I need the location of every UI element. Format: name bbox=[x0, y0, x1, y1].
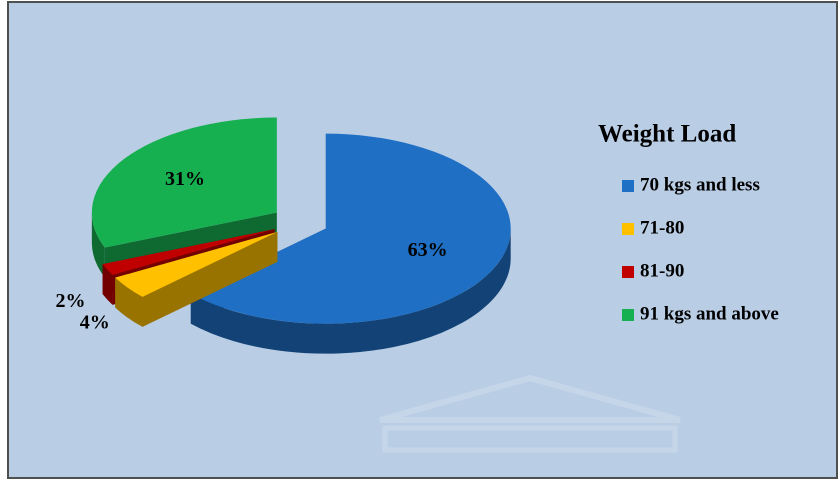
legend-swatch bbox=[622, 266, 634, 278]
legend-label: 71-80 bbox=[640, 217, 684, 238]
slice-outer-wall bbox=[91, 212, 105, 278]
legend-label: 70 kgs and less bbox=[640, 174, 760, 195]
legend-swatch bbox=[622, 180, 634, 192]
data-label: 31% bbox=[165, 168, 205, 190]
pie-slice bbox=[102, 229, 275, 275]
slice-outer-wall bbox=[102, 264, 113, 305]
data-label: 4% bbox=[80, 312, 110, 334]
legend-title: Weight Load bbox=[598, 121, 736, 148]
slice-outer-wall bbox=[115, 277, 143, 327]
watermark bbox=[379, 374, 681, 453]
data-label: 2% bbox=[55, 290, 85, 312]
pie-slice bbox=[190, 133, 511, 324]
legend-swatch bbox=[622, 223, 634, 235]
legend-label: 81-90 bbox=[640, 260, 684, 281]
legend-label: 91 kgs and above bbox=[640, 303, 779, 324]
data-label: 63% bbox=[408, 239, 448, 261]
legend-swatch bbox=[622, 309, 634, 321]
pie-slice bbox=[115, 231, 278, 297]
pie-slice bbox=[91, 117, 277, 248]
slice-outer-wall bbox=[190, 228, 511, 354]
